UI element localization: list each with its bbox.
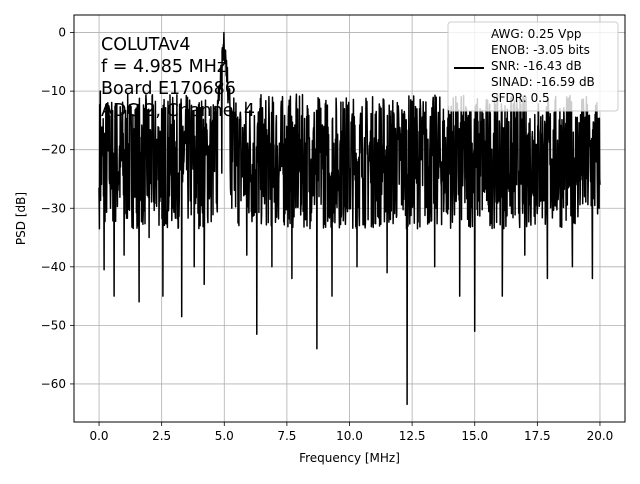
x-tick-label: 17.5 bbox=[524, 429, 551, 443]
legend-entry-3: SNR: -16.43 dB bbox=[491, 59, 582, 73]
legend-entry-5: SFDR: 0.5 bbox=[491, 91, 550, 105]
legend-entry-2: ENOB: -3.05 bits bbox=[491, 43, 590, 57]
annotation-line-1: COLUTAv4 bbox=[101, 35, 190, 55]
legend-box bbox=[447, 21, 619, 112]
legend-entry-4: SINAD: -16.59 dB bbox=[491, 75, 595, 89]
annotation-block: COLUTAv4 f = 4.985 MHz Board E170686 ADC… bbox=[101, 35, 255, 121]
x-tick-label: 12.5 bbox=[399, 429, 426, 443]
y-tick-label: −20 bbox=[41, 143, 66, 157]
y-axis-label: PSD [dB] bbox=[14, 192, 28, 245]
annotation-line-4: ADC 2, Channel 4 bbox=[101, 101, 255, 121]
psd-series-line bbox=[98, 31, 601, 406]
legend-entry-1: AWG: 0.25 Vpp bbox=[491, 27, 582, 41]
annotation-line-2: f = 4.985 MHz bbox=[101, 57, 226, 77]
y-tick-label: −50 bbox=[41, 318, 66, 332]
x-tick-label: 7.5 bbox=[277, 429, 296, 443]
legend: AWG: 0.25 Vpp ENOB: -3.05 bits SNR: -16.… bbox=[447, 21, 619, 112]
y-tick-label: −60 bbox=[41, 377, 66, 391]
y-tick-label: −40 bbox=[41, 260, 66, 274]
x-tick-label: 15.0 bbox=[461, 429, 488, 443]
x-tick-label: 2.5 bbox=[152, 429, 171, 443]
annotation-line-3: Board E170686 bbox=[101, 79, 236, 99]
y-tick-label: 0 bbox=[58, 26, 66, 40]
y-tick-label: −10 bbox=[41, 84, 66, 98]
y-tick-label: −30 bbox=[41, 201, 66, 215]
x-tick-label: 10.0 bbox=[336, 429, 363, 443]
x-tick-label: 5.0 bbox=[215, 429, 234, 443]
x-axis-label: Frequency [MHz] bbox=[299, 451, 400, 465]
x-tick-label: 0.0 bbox=[89, 429, 108, 443]
x-tick-label: 20.0 bbox=[587, 429, 614, 443]
